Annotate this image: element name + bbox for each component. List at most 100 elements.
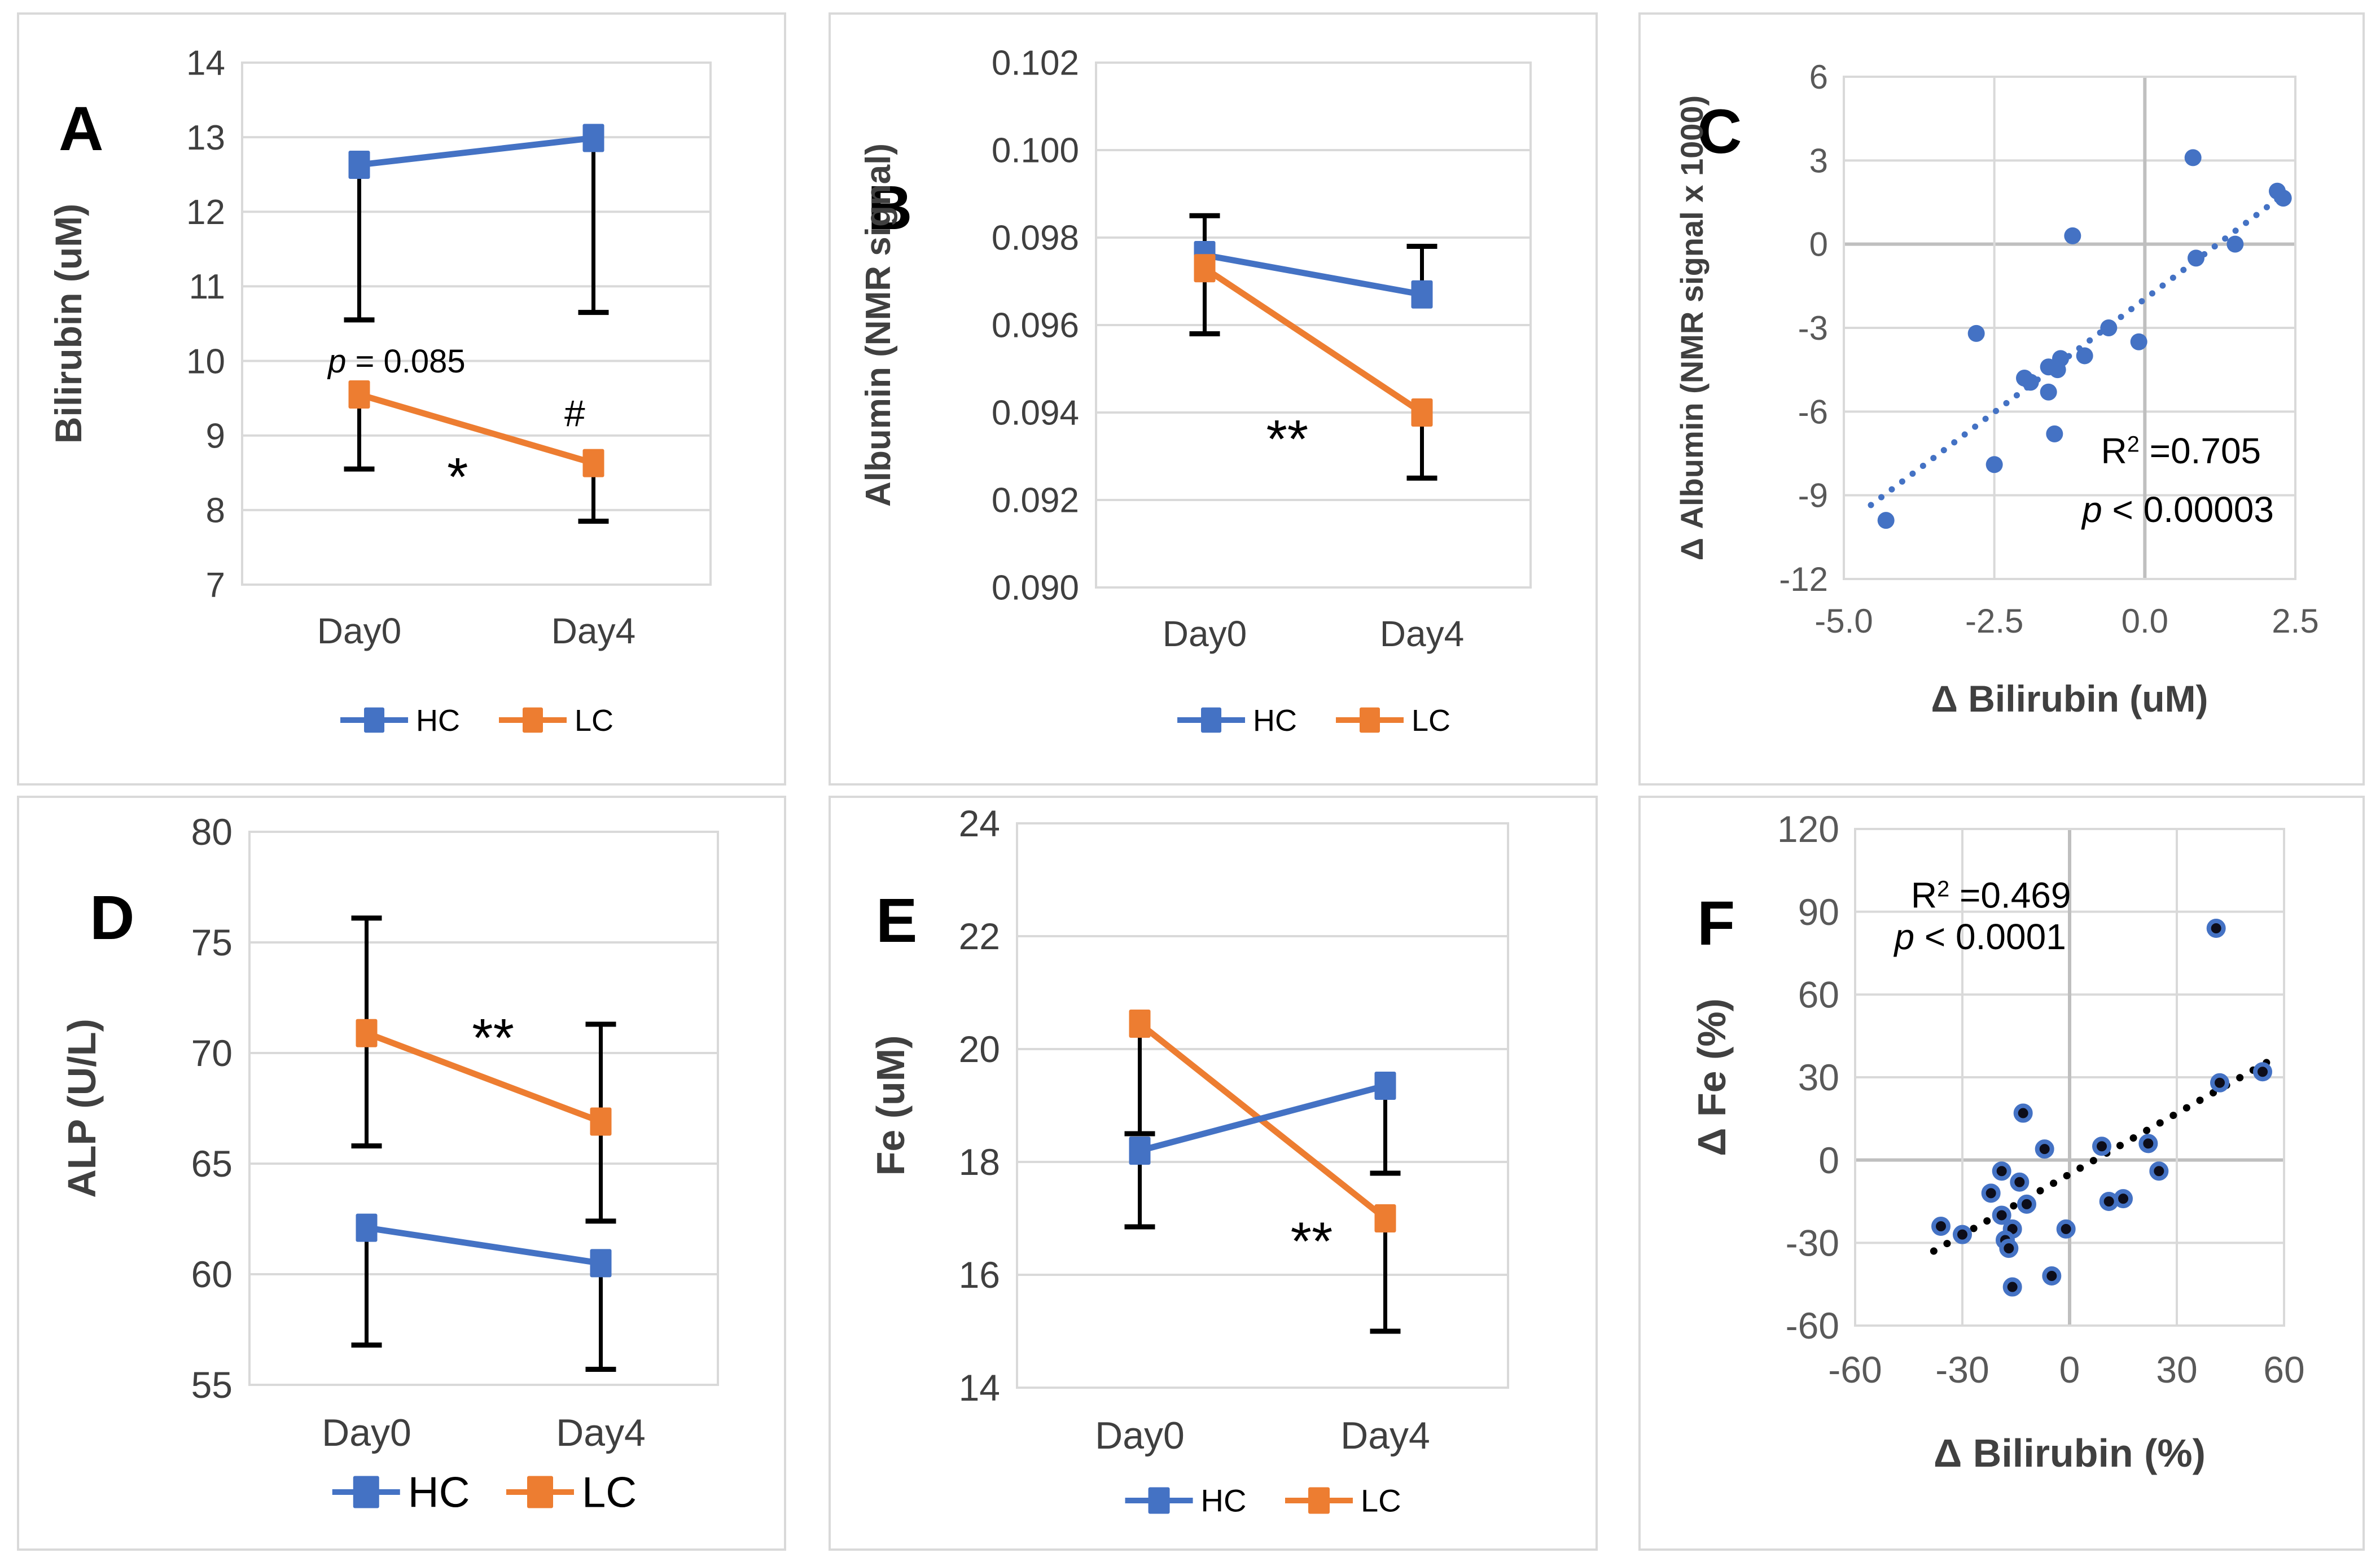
scatter-point xyxy=(1953,1225,1972,1244)
scatter-point xyxy=(2130,333,2147,350)
legend-label: LC xyxy=(1412,704,1450,738)
y-tick-label: 55 xyxy=(191,1364,233,1406)
scatter-point xyxy=(1992,1161,2011,1181)
y-tick-label: 11 xyxy=(189,267,225,306)
legend-marker xyxy=(527,1476,553,1508)
x-category-label: Day4 xyxy=(1340,1414,1430,1457)
panel-D: 80 75 70 65 60 55 Day0 Day4 ** HC LC D ALP (U/L) xyxy=(17,796,786,1551)
y-tick-label: 12 xyxy=(186,193,225,232)
legend-marker xyxy=(364,707,385,733)
y-tick-label: 0.090 xyxy=(992,569,1079,608)
marker-lc xyxy=(1194,254,1216,283)
legend-label: HC xyxy=(1201,1483,1247,1519)
x-tick-label: 0 xyxy=(2059,1349,2080,1390)
y-axis-title: Δ Fe (%) xyxy=(1690,998,1734,1156)
scatter-point xyxy=(2184,149,2202,166)
chart-E: 24 22 20 18 16 14 Day0 Day4 ** HC LC E Fe (uM) xyxy=(869,802,1509,1519)
panel-C: 6 3 0 -3 -6 -9 -12 -5.0 -2.5 0.0 2.5 R2​ =0.705 p < … xyxy=(1638,12,2365,786)
annotation: ** xyxy=(1291,1212,1333,1272)
y-tick-label: 16 xyxy=(959,1254,1000,1296)
annotation: ** xyxy=(1266,409,1308,470)
y-tick-label: 75 xyxy=(191,922,233,963)
plot-border xyxy=(241,62,712,586)
scatter-point xyxy=(2035,1139,2054,1159)
panel-letter-E: E xyxy=(876,886,917,955)
plot-border xyxy=(1095,62,1532,589)
legend-marker xyxy=(523,707,543,733)
annotation: p < 0.0001 xyxy=(1894,916,2066,957)
scatter-point xyxy=(1967,324,1985,342)
scatter-point xyxy=(2010,1172,2030,1192)
annotation: p = 0.085 xyxy=(327,343,466,380)
x-category-label: Day0 xyxy=(1095,1414,1185,1457)
y-tick-label: 14 xyxy=(959,1367,1000,1409)
y-tick-label: 60 xyxy=(191,1253,233,1295)
scatter-point xyxy=(2099,1192,2119,1211)
marker-hc xyxy=(356,1213,378,1242)
y-axis-title: Δ Albumin (NMR signal x 1000) xyxy=(1674,95,1710,560)
panel-E: 24 22 20 18 16 14 Day0 Day4 ** HC LC E Fe (uM) xyxy=(829,796,1598,1551)
plot-border xyxy=(1843,76,2296,580)
y-axis-title: Albumin (NMR signal) xyxy=(859,143,898,507)
annotation: ** xyxy=(472,1008,514,1068)
scatter-point xyxy=(2274,190,2292,207)
x-tick-label: -30 xyxy=(1935,1349,1989,1390)
marker-hc xyxy=(1411,280,1433,309)
scatter-point xyxy=(1981,1183,2001,1203)
scatter-point xyxy=(2002,1277,2022,1297)
y-tick-label: 0.100 xyxy=(992,131,1079,170)
panel-letter-B: B xyxy=(867,173,912,243)
y-axis-title: Bilirubin (uM) xyxy=(47,204,89,444)
legend-marker xyxy=(1360,707,1380,733)
legend-label: LC xyxy=(1361,1483,1401,1519)
scatter-point xyxy=(2017,1194,2036,1214)
x-axis-title: Δ Bilirubin (%) xyxy=(1934,1431,2206,1475)
chart-B: 0.102 0.100 0.098 0.096 0.094 0.092 0.090 Day0 D… xyxy=(859,44,1532,738)
series-line-lc xyxy=(358,391,595,466)
legend-label: HC xyxy=(1253,704,1297,738)
scatter-point xyxy=(2210,1073,2229,1093)
y-tick-label: 7 xyxy=(206,566,225,605)
annotation: p < 0.00003 xyxy=(2081,489,2274,530)
marker-lc xyxy=(1374,1204,1396,1232)
x-axis-title: Δ Bilirubin (uM) xyxy=(1931,678,2208,720)
chart-A: 14 13 12 11 10 9 8 7 Day0 Day4 p = 0.085 # * HC LC A Bil… xyxy=(47,44,712,738)
marker-hc xyxy=(582,124,604,152)
y-tick-label: 70 xyxy=(191,1032,233,1074)
scatter-point xyxy=(2046,425,2063,442)
scatter-point xyxy=(2064,227,2081,244)
y-tick-label: 0.092 xyxy=(992,481,1079,520)
x-tick-label: -5.0 xyxy=(1814,602,1873,640)
scatter-point xyxy=(2013,1103,2033,1123)
scatter-point xyxy=(2100,319,2118,336)
scatter-point xyxy=(2056,1219,2076,1239)
y-tick-label: 10 xyxy=(186,342,225,381)
legend-label: LC xyxy=(582,1469,637,1517)
scatter-point xyxy=(2226,235,2244,253)
x-category-label: Day0 xyxy=(1163,613,1247,654)
panel-B: 0.102 0.100 0.098 0.096 0.094 0.092 0.090 Day0 D… xyxy=(829,12,1598,786)
scatter-point xyxy=(2188,249,2204,267)
scatter-point xyxy=(2076,347,2093,365)
x-category-label: Day4 xyxy=(1380,613,1464,654)
y-tick-label: 60 xyxy=(1798,973,1839,1015)
marker-lc xyxy=(582,449,604,477)
legend-label: HC xyxy=(416,704,460,738)
x-tick-label: -2.5 xyxy=(1965,602,2023,640)
scatter-point xyxy=(2040,358,2057,376)
annotation: R2​ =0.469 xyxy=(1911,875,2071,916)
y-tick-label: 0.098 xyxy=(992,219,1079,258)
marker-lc xyxy=(356,1019,378,1047)
x-tick-label: 0.0 xyxy=(2122,602,2168,640)
scatter-point xyxy=(2042,1266,2062,1286)
y-tick-label: 80 xyxy=(191,811,233,853)
series-line-hc xyxy=(1139,1082,1386,1154)
y-tick-label: 0.096 xyxy=(992,306,1079,345)
y-tick-label: -3 xyxy=(1798,309,1828,347)
x-category-label: Day4 xyxy=(556,1411,646,1454)
y-tick-label: 18 xyxy=(959,1141,1000,1183)
y-tick-label: 22 xyxy=(959,915,1000,957)
series-line-lc xyxy=(365,1030,602,1125)
